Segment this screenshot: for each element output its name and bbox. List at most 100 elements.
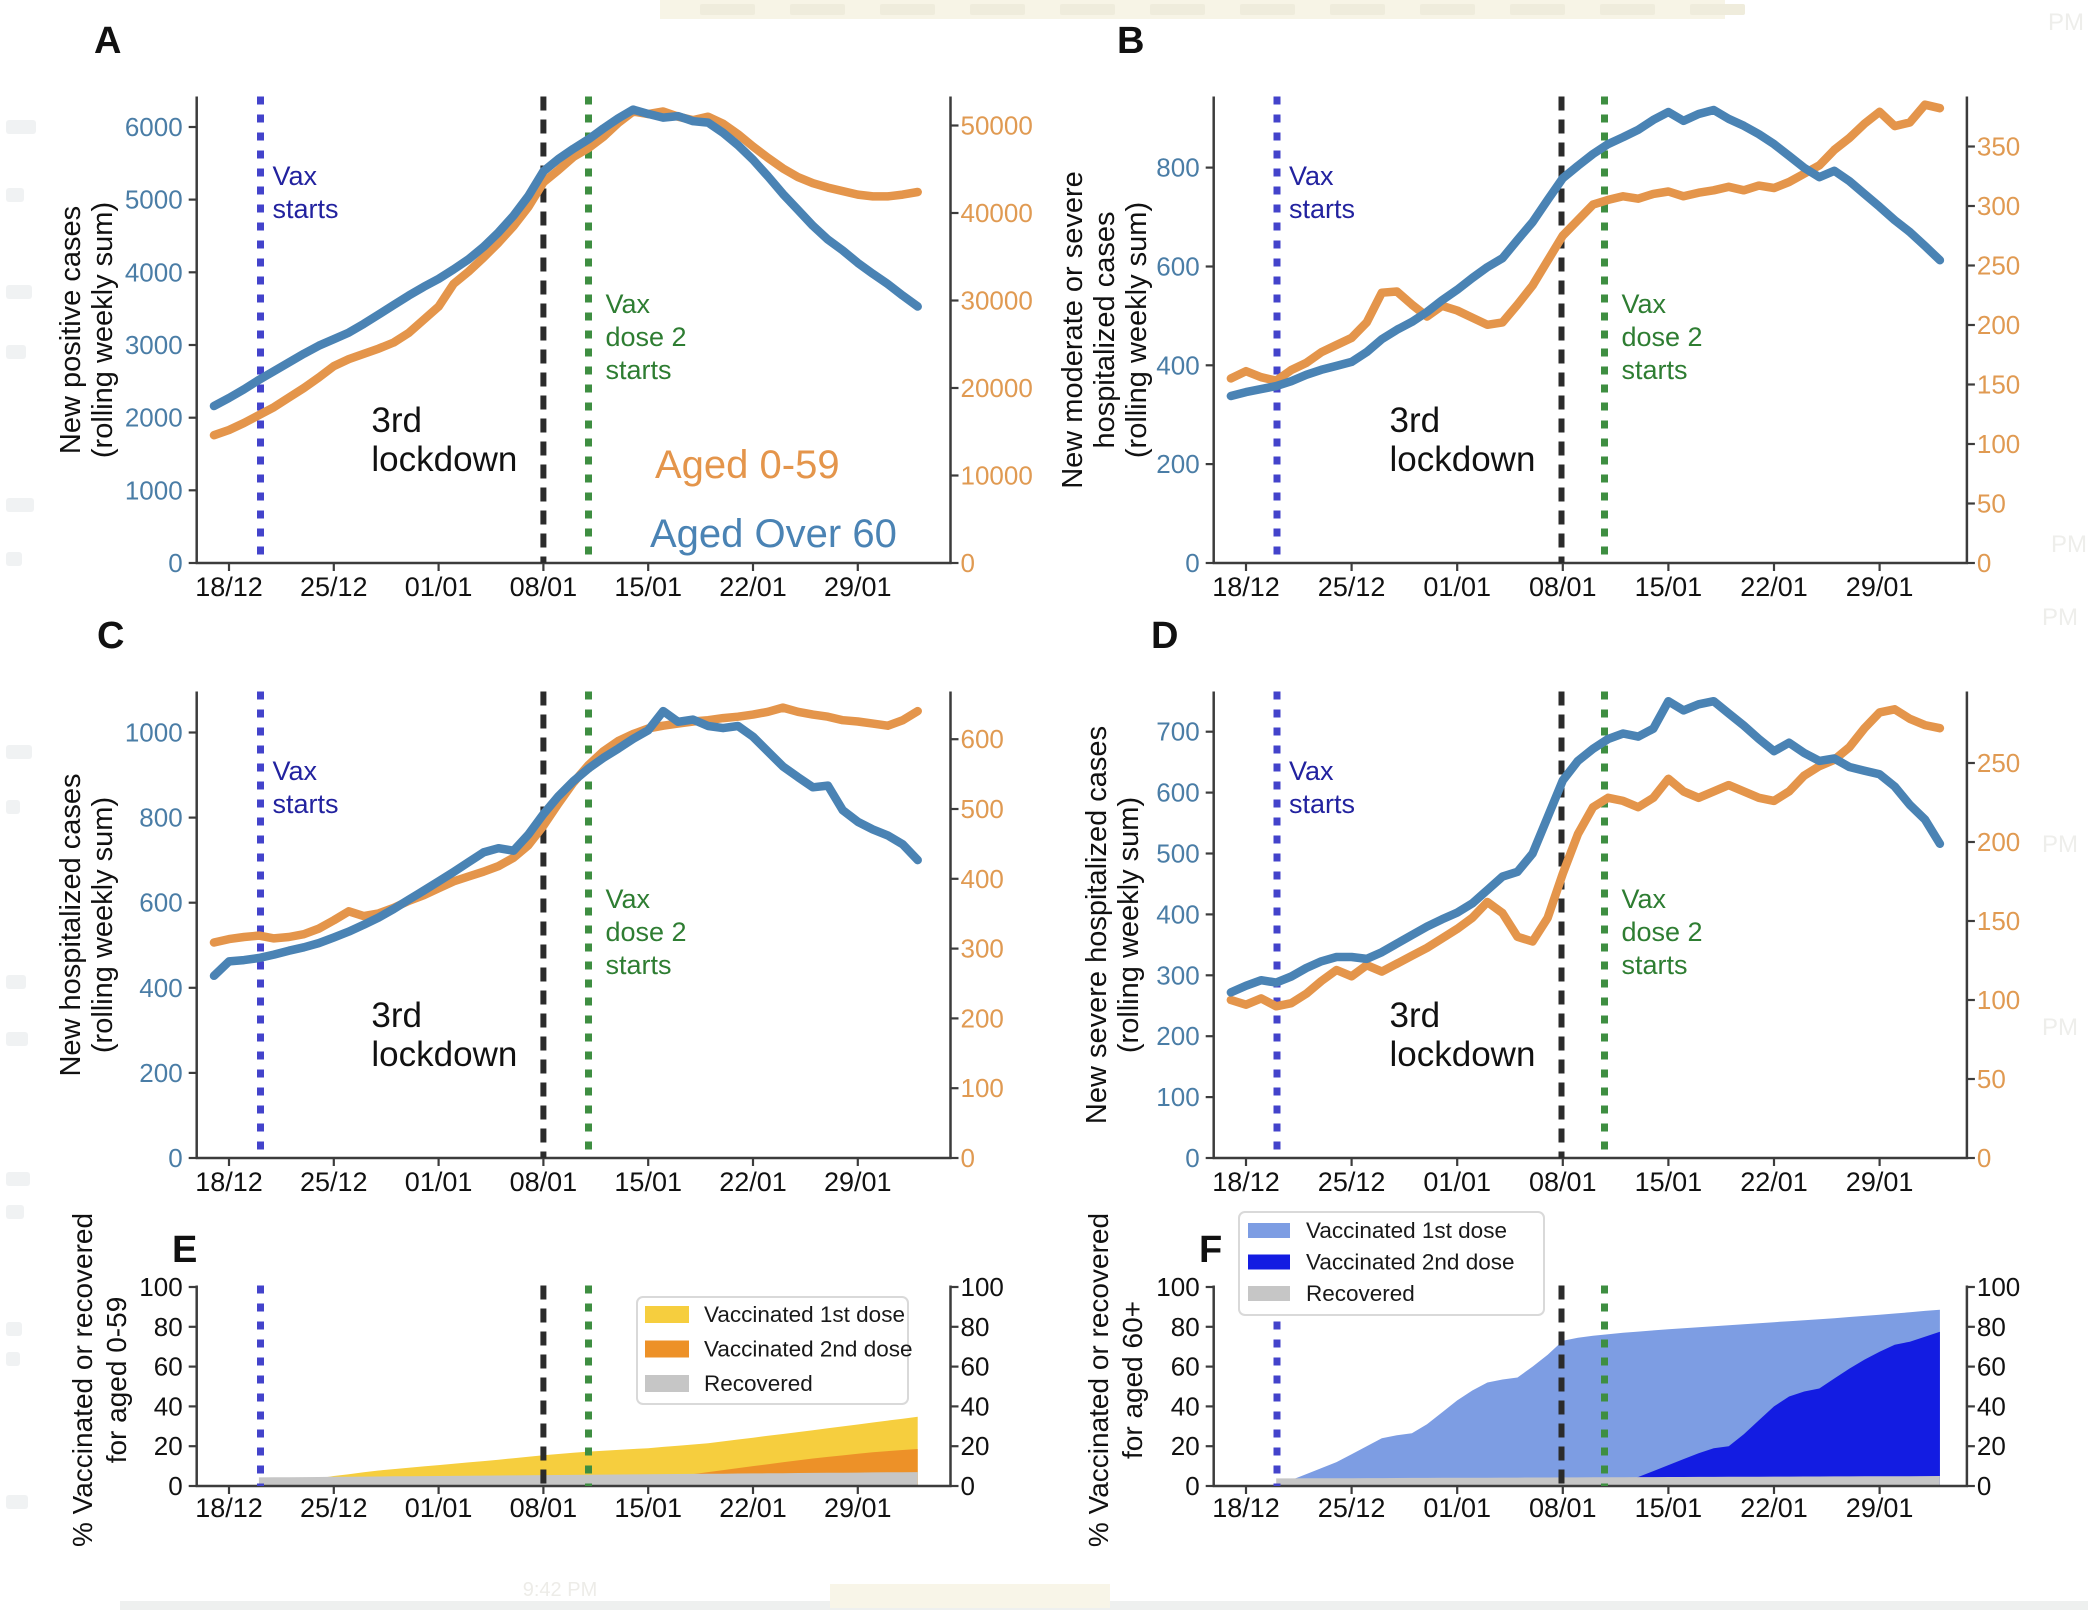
svg-text:starts: starts — [273, 789, 339, 819]
svg-text:01/01: 01/01 — [1423, 1493, 1491, 1523]
svg-text:40000: 40000 — [961, 198, 1033, 228]
svg-text:40: 40 — [154, 1391, 183, 1421]
svg-text:20: 20 — [961, 1431, 990, 1461]
svg-text:200: 200 — [1977, 827, 2020, 857]
svg-text:hospitalized cases: hospitalized cases — [1089, 212, 1121, 449]
svg-text:500: 500 — [1156, 839, 1199, 869]
svg-text:25/12: 25/12 — [300, 1167, 368, 1197]
svg-text:9:42 PM: 9:42 PM — [523, 1579, 597, 1601]
svg-text:15/01: 15/01 — [1635, 1493, 1703, 1523]
svg-text:25/12: 25/12 — [1318, 1493, 1386, 1523]
svg-text:Vax: Vax — [606, 289, 651, 319]
svg-text:Vax: Vax — [273, 756, 318, 786]
svg-text:80: 80 — [1171, 1312, 1200, 1342]
svg-text:50: 50 — [1977, 489, 2006, 519]
svg-text:600: 600 — [961, 724, 1004, 754]
svg-text:60: 60 — [1171, 1352, 1200, 1382]
svg-text:for aged 60+: for aged 60+ — [1117, 1301, 1148, 1459]
svg-text:Vax: Vax — [606, 884, 651, 914]
svg-text:100: 100 — [961, 1073, 1004, 1103]
svg-text:200: 200 — [1156, 449, 1199, 479]
svg-text:1000: 1000 — [125, 718, 183, 748]
svg-text:20: 20 — [154, 1431, 183, 1461]
svg-text:15/01: 15/01 — [614, 1167, 682, 1197]
svg-text:200: 200 — [961, 1003, 1004, 1033]
svg-text:40: 40 — [1977, 1391, 2006, 1421]
svg-text:0: 0 — [1977, 1143, 1991, 1173]
svg-text:New positive cases: New positive cases — [55, 206, 87, 454]
svg-text:100: 100 — [139, 1272, 182, 1302]
svg-text:lockdown: lockdown — [371, 440, 517, 479]
svg-text:starts: starts — [1289, 789, 1355, 819]
svg-text:50000: 50000 — [961, 111, 1033, 141]
svg-text:dose 2: dose 2 — [1622, 322, 1703, 352]
svg-text:100: 100 — [1156, 1082, 1199, 1112]
svg-text:01/01: 01/01 — [405, 1493, 473, 1523]
svg-text:18/12: 18/12 — [195, 572, 263, 602]
svg-text:22/01: 22/01 — [1740, 1167, 1808, 1197]
svg-text:dose 2: dose 2 — [606, 322, 687, 352]
svg-text:200: 200 — [1156, 1021, 1199, 1051]
svg-text:400: 400 — [1156, 350, 1199, 380]
svg-text:01/01: 01/01 — [1423, 1167, 1491, 1197]
svg-text:dose 2: dose 2 — [606, 917, 687, 947]
svg-text:PM: PM — [2042, 604, 2078, 631]
svg-text:01/01: 01/01 — [405, 572, 473, 602]
svg-text:A: A — [94, 20, 121, 62]
svg-text:60: 60 — [1977, 1352, 2006, 1382]
svg-text:for aged 0-59: for aged 0-59 — [101, 1297, 132, 1464]
svg-text:300: 300 — [1156, 960, 1199, 990]
svg-text:4000: 4000 — [125, 257, 183, 287]
svg-text:250: 250 — [1977, 748, 2020, 778]
svg-text:22/01: 22/01 — [719, 572, 787, 602]
svg-text:0: 0 — [961, 1143, 975, 1173]
svg-text:20: 20 — [1977, 1431, 2006, 1461]
svg-text:New moderate or severe: New moderate or severe — [1057, 171, 1089, 489]
svg-text:starts: starts — [1289, 194, 1355, 224]
svg-text:0: 0 — [168, 1471, 182, 1501]
svg-text:350: 350 — [1977, 132, 2020, 162]
svg-text:200: 200 — [1977, 310, 2020, 340]
svg-text:20000: 20000 — [961, 373, 1033, 403]
svg-text:starts: starts — [273, 194, 339, 224]
svg-text:starts: starts — [1622, 950, 1688, 980]
svg-text:08/01: 08/01 — [1529, 572, 1597, 602]
svg-text:15/01: 15/01 — [1635, 1167, 1703, 1197]
svg-text:0: 0 — [168, 548, 182, 578]
svg-text:08/01: 08/01 — [1529, 1167, 1597, 1197]
svg-text:500: 500 — [961, 794, 1004, 824]
svg-text:1000: 1000 — [125, 475, 183, 505]
svg-text:starts: starts — [1622, 355, 1688, 385]
svg-text:25/12: 25/12 — [300, 1493, 368, 1523]
svg-text:18/12: 18/12 — [195, 1493, 263, 1523]
svg-text:6000: 6000 — [125, 112, 183, 142]
svg-text:250: 250 — [1977, 251, 2020, 281]
svg-text:PM: PM — [2051, 531, 2087, 558]
svg-text:F: F — [1199, 1229, 1222, 1271]
svg-text:% Vaccinated or recovered: % Vaccinated or recovered — [67, 1213, 98, 1547]
svg-text:01/01: 01/01 — [405, 1167, 473, 1197]
svg-text:Vax: Vax — [1289, 756, 1334, 786]
svg-text:Vaccinated 2nd dose: Vaccinated 2nd dose — [704, 1337, 913, 1362]
svg-text:18/12: 18/12 — [1212, 572, 1280, 602]
svg-text:100: 100 — [961, 1272, 1004, 1302]
svg-text:2000: 2000 — [125, 403, 183, 433]
svg-text:150: 150 — [1977, 906, 2020, 936]
svg-text:Vaccinated 2nd dose: Vaccinated 2nd dose — [1306, 1250, 1515, 1275]
svg-text:Aged Over 60: Aged Over 60 — [650, 512, 897, 556]
svg-text:30000: 30000 — [961, 286, 1033, 316]
svg-text:0: 0 — [1185, 1471, 1199, 1501]
svg-text:3000: 3000 — [125, 330, 183, 360]
svg-text:600: 600 — [1156, 778, 1199, 808]
svg-text:C: C — [97, 615, 124, 657]
svg-text:600: 600 — [139, 888, 182, 918]
svg-text:10000: 10000 — [961, 461, 1033, 491]
svg-text:22/01: 22/01 — [719, 1493, 787, 1523]
svg-text:300: 300 — [1977, 191, 2020, 221]
svg-text:0: 0 — [1185, 1143, 1199, 1173]
svg-text:3rd: 3rd — [371, 996, 422, 1035]
svg-text:(rolling weekly sum): (rolling weekly sum) — [1113, 797, 1145, 1053]
svg-text:0: 0 — [168, 1143, 182, 1173]
svg-text:0: 0 — [961, 1471, 975, 1501]
svg-text:40: 40 — [961, 1391, 990, 1421]
